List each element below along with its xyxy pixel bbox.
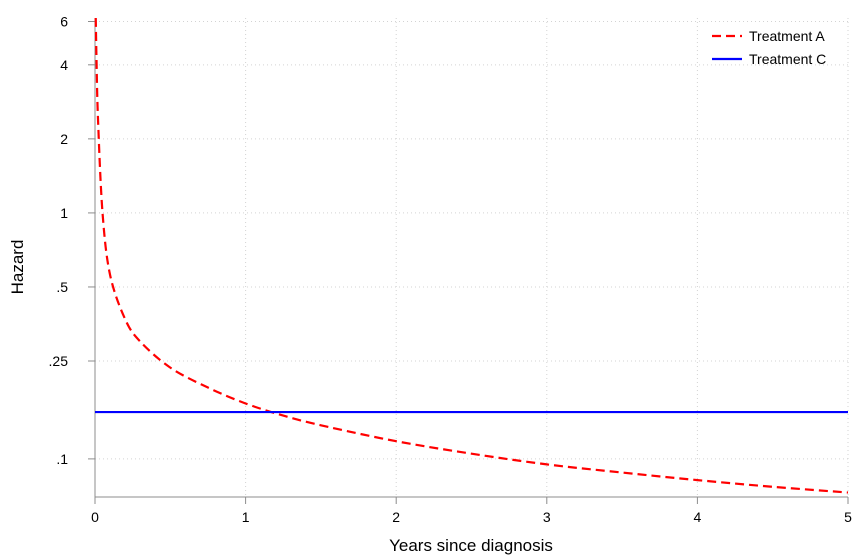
y-tick-label: .1 bbox=[56, 451, 68, 467]
x-tick-label: 2 bbox=[392, 509, 400, 525]
x-tick-label: 1 bbox=[242, 509, 250, 525]
legend-label: Treatment A bbox=[749, 28, 825, 44]
x-tick-label: 0 bbox=[91, 509, 99, 525]
x-tick-label: 3 bbox=[543, 509, 551, 525]
series-line-treatment-a bbox=[94, 17, 849, 494]
legend-label: Treatment C bbox=[749, 51, 826, 67]
y-tick-label: 4 bbox=[60, 57, 68, 73]
y-tick-label: 1 bbox=[60, 205, 68, 221]
y-tick-label: 2 bbox=[60, 131, 68, 147]
y-tick-label: .5 bbox=[56, 279, 68, 295]
x-tick-label: 5 bbox=[844, 509, 852, 525]
y-tick-label: .25 bbox=[49, 353, 69, 369]
series-layer bbox=[94, 17, 849, 494]
axes: 0 1 2 3 4 5 .1 .25 .5 1 2 4 6 bbox=[49, 14, 853, 525]
y-axis-title: Hazard bbox=[8, 240, 27, 295]
grid bbox=[94, 18, 849, 497]
x-axis-title: Years since diagnosis bbox=[389, 536, 553, 555]
y-tick-label: 6 bbox=[60, 14, 68, 30]
legend: Treatment A Treatment C bbox=[712, 28, 826, 67]
x-tick-label: 4 bbox=[694, 509, 702, 525]
